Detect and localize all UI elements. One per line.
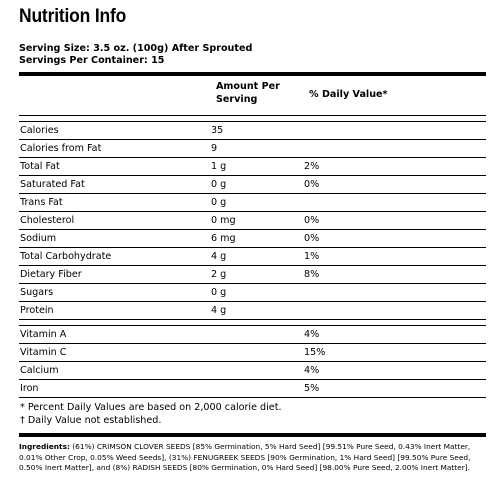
table-row: Dietary Fiber 2 g 8% [19, 266, 486, 284]
table-row: Total Fat 1 g 2% [19, 158, 486, 176]
nutrient-amount: 2 g [211, 269, 227, 280]
nutrient-daily-value: 8% [304, 269, 320, 280]
nutrient-name: Trans Fat [20, 197, 63, 208]
table-row: Iron 5% [19, 380, 486, 398]
table-row: Sodium 6 mg 0% [19, 230, 486, 248]
nutrient-name: Saturated Fat [20, 179, 85, 190]
nutrient-daily-value: 4% [304, 365, 320, 376]
nutrient-amount: 0 g [211, 287, 227, 298]
nutrient-name: Sodium [20, 233, 57, 244]
nutrient-amount: 1 g [211, 161, 227, 172]
serving-info: Serving Size: 3.5 oz. (100g) After Sprou… [19, 43, 486, 67]
table-row: Cholesterol 0 mg 0% [19, 212, 486, 230]
nutrient-name: Sugars [20, 287, 54, 298]
nutrient-daily-value: 0% [304, 179, 320, 190]
serving-size: Serving Size: 3.5 oz. (100g) After Sprou… [19, 43, 253, 54]
nutrient-name: Dietary Fiber [20, 269, 82, 280]
nutrient-name: Calories [20, 125, 59, 136]
nutrient-name: Vitamin C [20, 347, 67, 358]
vitamin-spacer [19, 320, 486, 326]
nutrient-amount: 4 g [211, 251, 227, 262]
nutrient-amount: 6 mg [211, 233, 236, 244]
nutrient-daily-value: 0% [304, 215, 320, 226]
footnote-percent: * Percent Daily Values are based on 2,00… [20, 402, 282, 413]
nutrient-daily-value: 2% [304, 161, 320, 172]
nutrient-amount: 9 [211, 143, 218, 154]
table-row: Trans Fat 0 g [19, 194, 486, 212]
table-row: Calories 35 [19, 122, 486, 140]
footnotes: * Percent Daily Values are based on 2,00… [19, 402, 486, 427]
nutrient-name: Protein [20, 305, 54, 316]
vitamin-list: Vitamin A 4% Vitamin C 15% Calcium 4% Iron 5% [19, 326, 486, 398]
nutrient-amount: 0 g [211, 179, 227, 190]
nutrient-name: Cholesterol [20, 215, 75, 226]
table-row: Saturated Fat 0 g 0% [19, 176, 486, 194]
amount-per-serving-header: Amount Per Serving [216, 81, 280, 105]
ingredients-label: Ingredients: [19, 442, 70, 451]
table-row: Calories from Fat 9 [19, 140, 486, 158]
nutrient-daily-value: 1% [304, 251, 320, 262]
nutrient-name: Total Fat [20, 161, 60, 172]
nutrient-list: Calories 35 Calories from Fat 9 Total Fat 1 g… [19, 122, 486, 320]
ingredients-text: (61%) CRIMSON CLOVER SEEDS [85% Germinat… [19, 442, 471, 473]
header-spacer [19, 116, 486, 122]
nutrient-amount: 4 g [211, 305, 227, 316]
nutrient-name: Total Carbohydrate [20, 251, 112, 262]
table-row: Total Carbohydrate 4 g 1% [19, 248, 486, 266]
table-row: Protein 4 g [19, 302, 486, 320]
table-row: Sugars 0 g [19, 284, 486, 302]
page-title: Nutrition Info [19, 6, 127, 27]
nutrient-daily-value: 15% [304, 347, 326, 358]
table-header: Amount Per Serving % Daily Value* [19, 76, 486, 116]
nutrient-amount: 0 mg [211, 215, 236, 226]
footnote-not-established: † Daily Value not established. [20, 414, 162, 426]
nutrient-name: Iron [20, 383, 39, 394]
nutrient-daily-value: 4% [304, 329, 320, 340]
table-row: Vitamin C 15% [19, 344, 486, 362]
thick-divider-top [19, 72, 486, 76]
table-row: Calcium 4% [19, 362, 486, 380]
daily-value-header: % Daily Value* [309, 89, 388, 100]
table-row: Vitamin A 4% [19, 326, 486, 344]
nutrient-daily-value: 5% [304, 383, 320, 394]
nutrient-name: Calories from Fat [20, 143, 102, 154]
nutrient-name: Calcium [20, 365, 59, 376]
nutrient-amount: 35 [211, 125, 224, 136]
nutrient-daily-value: 0% [304, 233, 320, 244]
nutrient-name: Vitamin A [20, 329, 67, 340]
servings-per-container: Servings Per Container: 15 [19, 55, 165, 66]
thick-divider-bottom [19, 433, 486, 437]
nutrient-amount: 0 g [211, 197, 227, 208]
ingredients-block: Ingredients: (61%) CRIMSON CLOVER SEEDS … [19, 442, 486, 474]
